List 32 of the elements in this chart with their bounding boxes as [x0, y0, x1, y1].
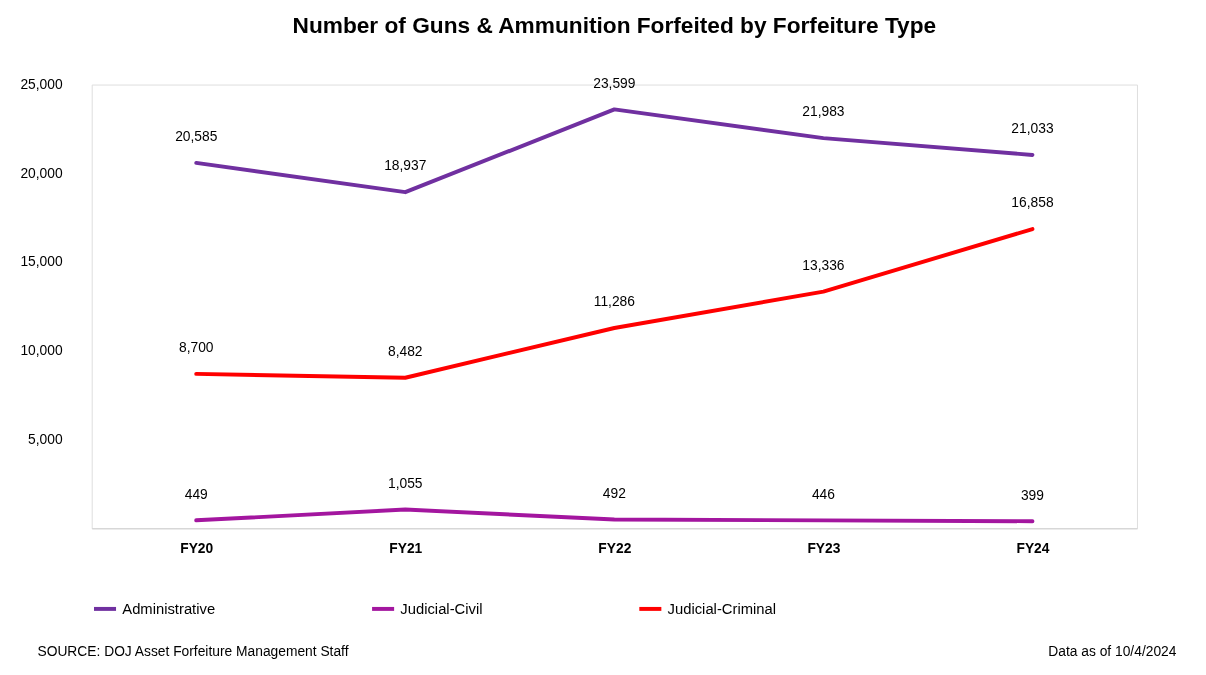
- y-tick-label: 25,000: [20, 76, 63, 92]
- data-label: 8,482: [388, 344, 423, 360]
- data-label: 8,700: [178, 340, 214, 356]
- data-label: 13,336: [802, 257, 845, 273]
- text: Data as of 10/4/2024: [1048, 643, 1177, 659]
- y-tick-label: 15,000: [20, 254, 63, 270]
- chart-title: Number of Guns & Ammunition Forfeited by Forfeiture Type: [292, 11, 937, 38]
- y-tick-label: 20,000: [20, 165, 63, 181]
- data-label: 449: [184, 486, 209, 502]
- data-label: 21,033: [1011, 121, 1054, 137]
- line-series: [194, 507, 1035, 524]
- data-label: 23,599: [593, 75, 636, 91]
- legend-label: Judicial-Criminal: [667, 600, 777, 617]
- x-tick-label: FY24: [1016, 541, 1050, 557]
- x-tick-label: FY20: [180, 541, 214, 557]
- data-label: 1,055: [388, 475, 423, 491]
- data-label: 492: [602, 485, 626, 501]
- data-label: 399: [1020, 487, 1045, 503]
- x-tick-label: FY22: [598, 541, 632, 557]
- data-label: 16,858: [1011, 195, 1054, 211]
- data-label: 20,585: [175, 129, 218, 145]
- legend-label: Administrative: [122, 600, 216, 617]
- data-label: 446: [811, 486, 836, 502]
- legend-label: Judicial-Civil: [400, 600, 483, 617]
- data-label: 21,983: [802, 104, 845, 120]
- y-tick-label: 5,000: [28, 431, 63, 447]
- data-label: 18,937: [384, 158, 427, 174]
- x-tick-label: FY21: [389, 541, 423, 557]
- y-tick-label: 10,000: [20, 343, 63, 359]
- source-note: SOURCE: DOJ Asset Forfeiture Management Staff: [37, 643, 349, 659]
- data-label: 11,286: [593, 294, 636, 310]
- x-tick-label: FY23: [807, 541, 841, 557]
